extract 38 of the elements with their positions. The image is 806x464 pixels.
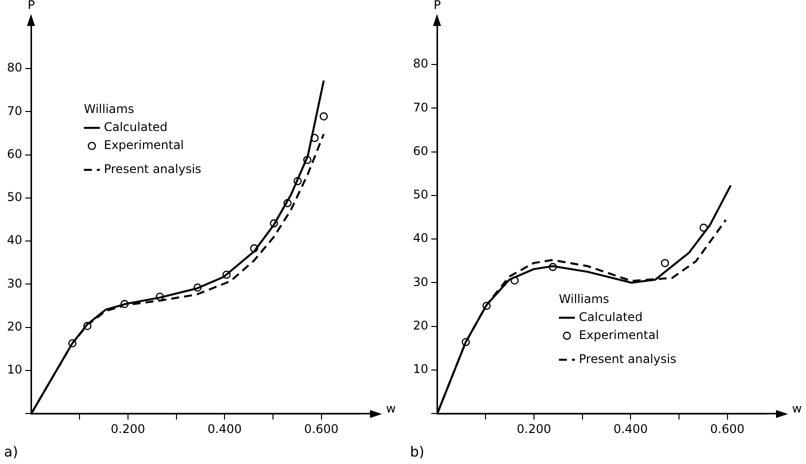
legend-title: Williams	[558, 292, 610, 306]
y-axis-title: P	[28, 0, 35, 12]
point	[320, 112, 328, 120]
x-tick-label: 0.400	[207, 422, 242, 436]
y-tick-label: 40	[412, 231, 428, 246]
x-tick-label: 0.400	[613, 422, 648, 436]
x-axis-title: w	[792, 402, 802, 416]
y-tick-label: 20	[6, 319, 22, 334]
legend-label: Present analysis	[578, 352, 676, 366]
y-tick-label: 60	[6, 146, 22, 161]
legend-label: Experimental	[578, 328, 659, 342]
y-tick-label: 50	[6, 190, 22, 204]
y-tick-label: 10	[6, 362, 22, 377]
y-tick-label: 60	[412, 144, 428, 158]
legend-label: Experimental	[104, 138, 184, 152]
y-tick-label: 30	[412, 274, 428, 289]
y-tick-label: 10	[412, 362, 428, 376]
y-tick-label: 80	[6, 60, 22, 75]
y-tick-label: 80	[412, 56, 428, 71]
x-tick-label: 0.600	[304, 422, 339, 436]
y-axis-title: P	[434, 0, 441, 12]
x-tick-label: 0.600	[710, 422, 745, 436]
y-tick-label: 70	[6, 104, 22, 118]
y-tick-label: 30	[6, 276, 22, 290]
legend-title: Williams	[84, 102, 134, 116]
y-tick-label: 70	[412, 100, 428, 114]
point	[660, 258, 670, 268]
x-tick-label: 0.200	[516, 422, 552, 436]
legend-label: Calculated	[104, 120, 168, 134]
text: b)	[410, 444, 424, 461]
x-tick-label: 0.200	[110, 422, 146, 436]
legend-label: Present analysis	[104, 162, 202, 176]
y-tick-label: 20	[412, 318, 428, 332]
y-tick-label: 50	[412, 188, 428, 202]
text: a)	[4, 444, 18, 461]
y-tick-label: 40	[6, 233, 22, 248]
x-axis-title: w	[386, 402, 396, 416]
legend-label: Calculated	[578, 310, 643, 324]
